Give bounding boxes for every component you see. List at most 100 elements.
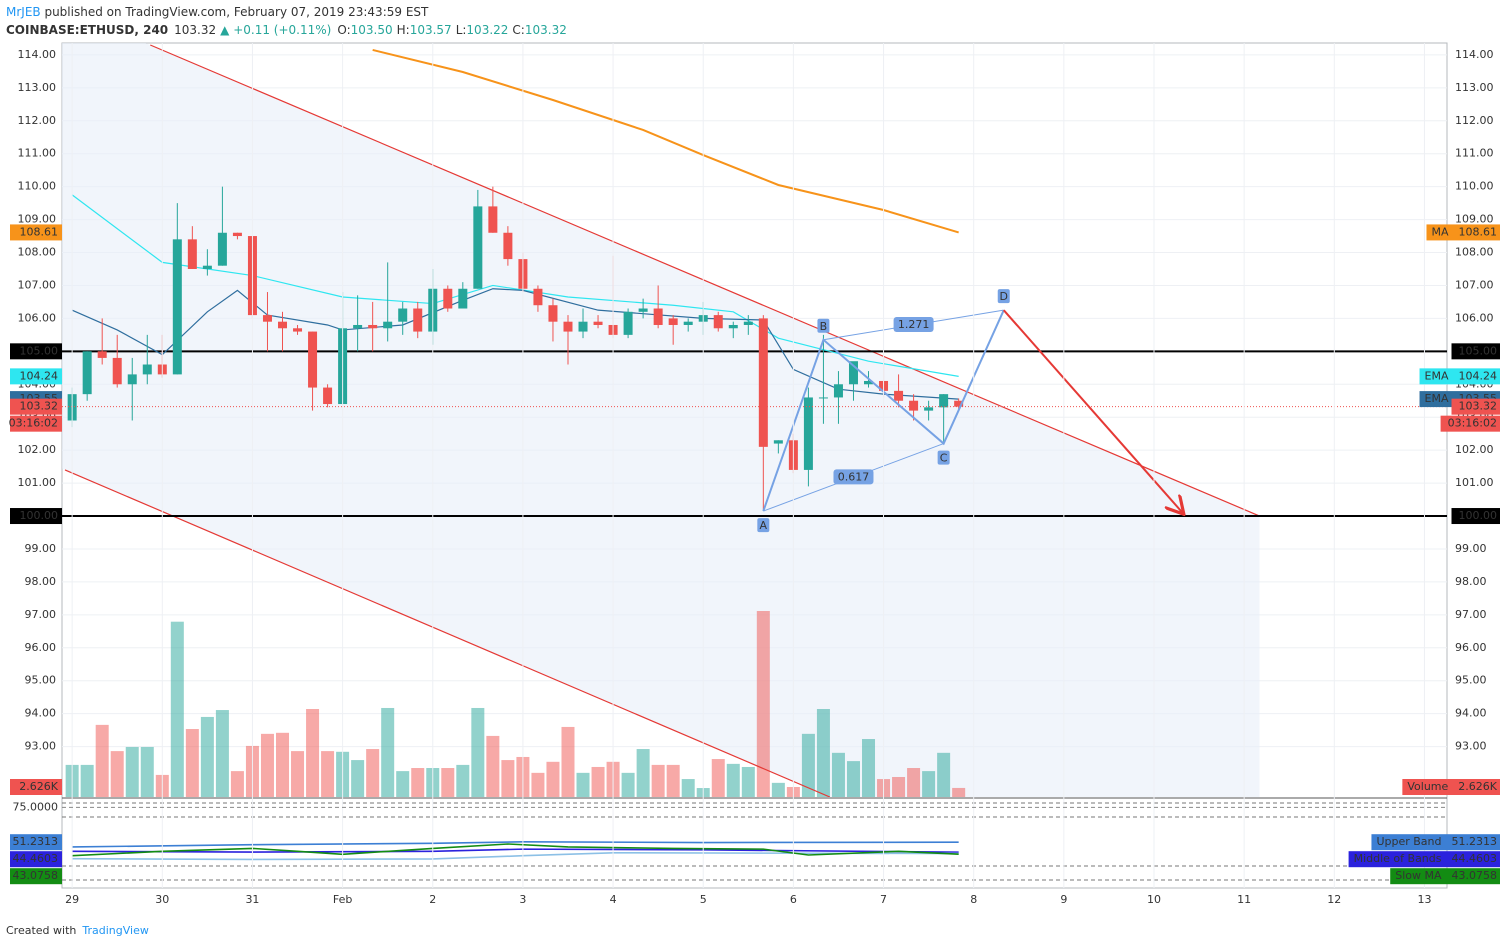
candle-body (728, 324, 738, 329)
badge-value: 43.0758 (1452, 869, 1498, 882)
y-tick-label: 97.00 (1455, 608, 1487, 621)
last: 103.32 (174, 23, 216, 37)
badge-bg (1451, 343, 1500, 360)
ratio-badge (833, 469, 874, 485)
candle-body (368, 324, 378, 329)
y-tick-label: 96.00 (25, 641, 57, 654)
y-tick-label: 109.00 (18, 213, 57, 226)
candle-body (653, 308, 663, 325)
candle-body (383, 321, 393, 329)
badge-bg (1419, 368, 1500, 385)
volume-bar (801, 733, 815, 797)
price-badge: 105.00 (10, 343, 62, 360)
x-tick-label: 3 (519, 893, 526, 906)
candle-body (473, 206, 483, 289)
y-tick-label: 112.00 (1455, 114, 1494, 127)
publisher[interactable]: MrJEB (6, 5, 41, 19)
header-line: MrJEB published on TradingView.com, Febr… (6, 5, 429, 19)
published: published on TradingView.com, February 0… (41, 5, 429, 19)
volume-bar (471, 707, 485, 797)
y-tick-label: 101.00 (1455, 476, 1494, 489)
candle-body (323, 387, 333, 405)
point-label: C (940, 452, 948, 465)
badge-value: 108.61 (20, 225, 59, 238)
badge-value: 105.00 (1459, 344, 1498, 357)
price-badge: 51.2313 (10, 834, 62, 851)
volume-bar (576, 772, 590, 797)
badge-value: 103.32 (20, 400, 59, 413)
volume-bar (140, 746, 154, 797)
badge-value: 03:16:02 (9, 417, 58, 430)
candle-body (488, 206, 498, 233)
y-tick-label: 96.00 (1455, 641, 1487, 654)
y-tick-label: 94.00 (25, 707, 57, 720)
badge-value: 100.00 (20, 509, 59, 522)
badge-value: 2.626K (19, 780, 58, 793)
y-tick-label: 114.00 (1455, 48, 1494, 61)
badge-bg (10, 508, 62, 525)
candle-body (142, 364, 152, 375)
badge-value: 03:16:02 (1448, 417, 1497, 430)
y-tick-label: 98.00 (25, 575, 57, 588)
brand[interactable]: TradingView (81, 924, 148, 937)
badge-bg (10, 779, 62, 795)
price-badge: 51.2313 Upper Band (1371, 834, 1500, 851)
badge-bg (10, 398, 62, 415)
change: ▲ +0.11 (+0.11%) (220, 23, 331, 37)
y-tick-label: 95.00 (1455, 674, 1487, 687)
y-tick-label: 94.00 (1455, 707, 1487, 720)
x-tick-label: Feb (333, 893, 352, 906)
volume-bar (170, 621, 184, 797)
volume-bar (185, 729, 199, 797)
candle-body (668, 318, 678, 325)
projection-arrow (1002, 309, 1183, 513)
x-tick-label: 29 (65, 893, 79, 906)
candle-body (713, 315, 723, 329)
badge-name: Slow MA (1395, 869, 1442, 882)
ohlc-value: 103.22 (466, 23, 508, 37)
y-tick-label: 75.0000 (13, 800, 59, 813)
badge-name: MA (1431, 225, 1448, 238)
y-tick-label: 113.00 (18, 81, 57, 94)
x-tick-label: 13 (1417, 893, 1431, 906)
y-tick-label: 111.00 (1455, 147, 1494, 160)
x-tick-label: 7 (880, 893, 887, 906)
price-badge: 100.00 (10, 508, 62, 525)
price-badge: 03:16:02 (9, 415, 62, 432)
volume-bar (651, 764, 665, 797)
badge-bg (1451, 508, 1500, 525)
ratio-label: 1.271 (898, 318, 930, 331)
price-badge: 105.00 (1451, 343, 1500, 360)
badge-bg (1390, 868, 1500, 885)
badge-bg (10, 343, 62, 360)
x-tick-label: 31 (245, 893, 259, 906)
point-label: B (820, 320, 828, 333)
y-tick-label: 109.00 (1455, 213, 1494, 226)
badge-bg (1440, 415, 1500, 432)
volume-bar (501, 760, 515, 797)
candle-body (398, 308, 408, 322)
volume-bar (80, 764, 94, 797)
volume-bar (215, 710, 229, 797)
candle-body (217, 232, 227, 266)
trend-line (150, 44, 1260, 517)
candle-body (864, 380, 874, 385)
volume-bar (666, 764, 680, 797)
price-badge: 104.24 (10, 368, 62, 385)
price-badge: 103.32 (10, 398, 62, 415)
point-badge (757, 518, 770, 533)
badge-value: 104.24 (20, 369, 59, 382)
volume-bar (531, 772, 545, 797)
badge-bg (10, 415, 62, 432)
candle-body (758, 318, 768, 447)
y-tick-label: 113.00 (1455, 81, 1494, 94)
candle-body (82, 351, 92, 395)
badge-bg (10, 834, 62, 851)
volume-bar (306, 709, 320, 797)
badge-bg (1402, 779, 1500, 795)
x-tick-label: 6 (790, 893, 797, 906)
ohlc-key: O: (337, 23, 350, 37)
volume-bar (711, 759, 725, 797)
candle-body (262, 315, 272, 322)
candle-body (202, 265, 212, 269)
